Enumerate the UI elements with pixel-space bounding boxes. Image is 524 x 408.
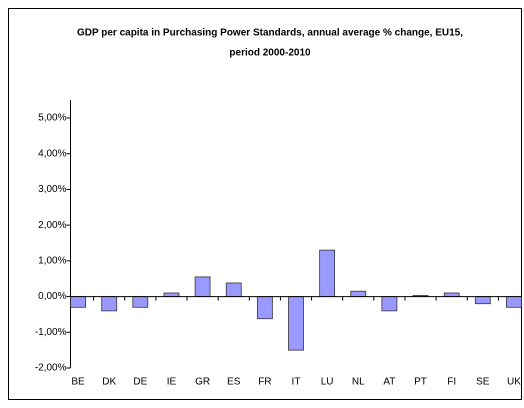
y-tick-label: 4,00% xyxy=(38,148,66,159)
bar xyxy=(288,296,304,351)
y-tick-label: -2,00% xyxy=(35,363,67,374)
chart-title: period 2000-2010 xyxy=(229,48,311,59)
x-tick-label: ES xyxy=(227,377,241,388)
y-tick-label: 5,00% xyxy=(38,113,66,124)
x-tick-label: IT xyxy=(292,377,301,388)
chart-title: GDP per capita in Purchasing Power Stand… xyxy=(77,28,463,39)
bar xyxy=(70,296,86,308)
x-tick-label: IE xyxy=(167,377,177,388)
bar xyxy=(256,296,273,320)
x-tick-label: GR xyxy=(195,377,210,388)
bar xyxy=(474,296,491,305)
bar xyxy=(381,296,398,312)
bar xyxy=(506,296,522,308)
x-tick-label: AT xyxy=(383,377,395,388)
x-tick-label: LU xyxy=(321,377,334,388)
x-tick-label: UK xyxy=(507,377,521,388)
bar xyxy=(101,296,118,312)
y-tick-label: 0,00% xyxy=(38,291,66,302)
x-tick-label: PT xyxy=(414,377,427,388)
x-tick-label: FI xyxy=(447,377,456,388)
x-tick-label: NL xyxy=(352,377,365,388)
x-tick-label: SE xyxy=(476,377,490,388)
x-tick-label: FR xyxy=(258,377,271,388)
y-tick-label: 2,00% xyxy=(38,220,66,231)
x-tick-label: DK xyxy=(102,377,116,388)
y-tick-label: -1,00% xyxy=(35,327,67,338)
bar xyxy=(350,290,367,297)
bar xyxy=(319,249,336,297)
bar xyxy=(443,292,460,297)
bar xyxy=(225,282,242,297)
y-tick-label: 1,00% xyxy=(38,255,66,266)
chart-frame xyxy=(8,8,522,400)
bar xyxy=(132,296,149,308)
x-tick-label: BE xyxy=(71,377,85,388)
x-tick-label: DE xyxy=(133,377,147,388)
bar xyxy=(194,276,211,297)
bar xyxy=(163,292,180,297)
y-tick-label: 3,00% xyxy=(38,184,66,195)
